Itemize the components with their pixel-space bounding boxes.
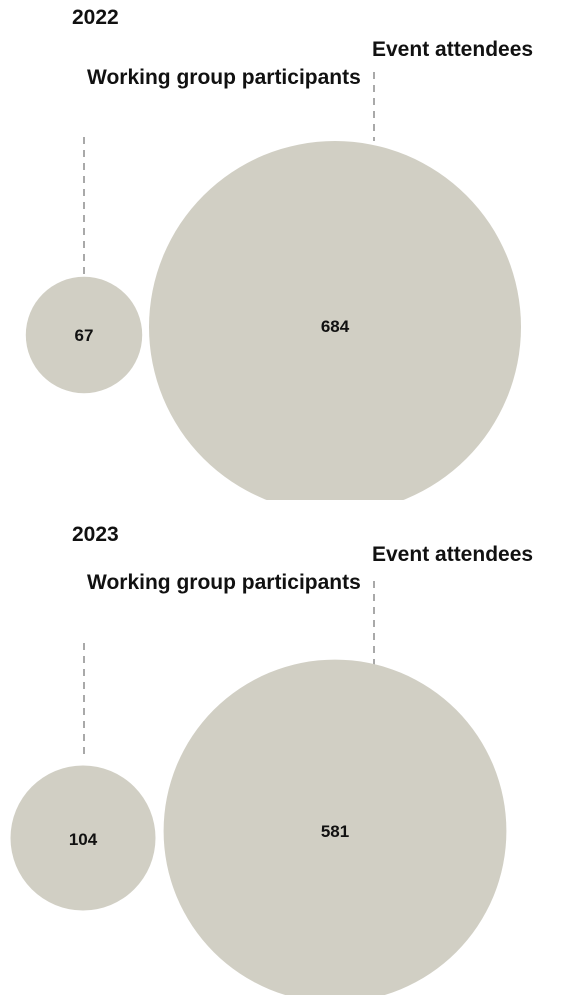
series-label-event-attendees: Event attendees: [372, 543, 534, 566]
chart-2023: 2023 Working group participants Event at…: [0, 495, 571, 995]
bubble-svg: 104 581: [10, 581, 507, 995]
bubble-event-attendees: [163, 659, 507, 995]
value-label-working-group: 104: [69, 830, 98, 849]
chart-title: 2023: [72, 523, 119, 546]
bubble-working-group: [25, 276, 143, 394]
value-label-event-attendees: 684: [321, 317, 350, 336]
bubble-working-group: [10, 765, 156, 911]
series-label-working-group: Working group participants: [87, 66, 361, 89]
value-label-working-group: 67: [75, 326, 94, 345]
bubble-event-attendees: [149, 141, 521, 500]
series-label-working-group: Working group participants: [87, 571, 361, 594]
bubble-svg: 67 684: [25, 72, 521, 500]
chart-title: 2022: [72, 6, 119, 29]
chart-2022: 2022 Working group participants Event at…: [25, 6, 534, 500]
value-label-event-attendees: 581: [321, 822, 349, 841]
series-label-event-attendees: Event attendees: [372, 38, 534, 61]
